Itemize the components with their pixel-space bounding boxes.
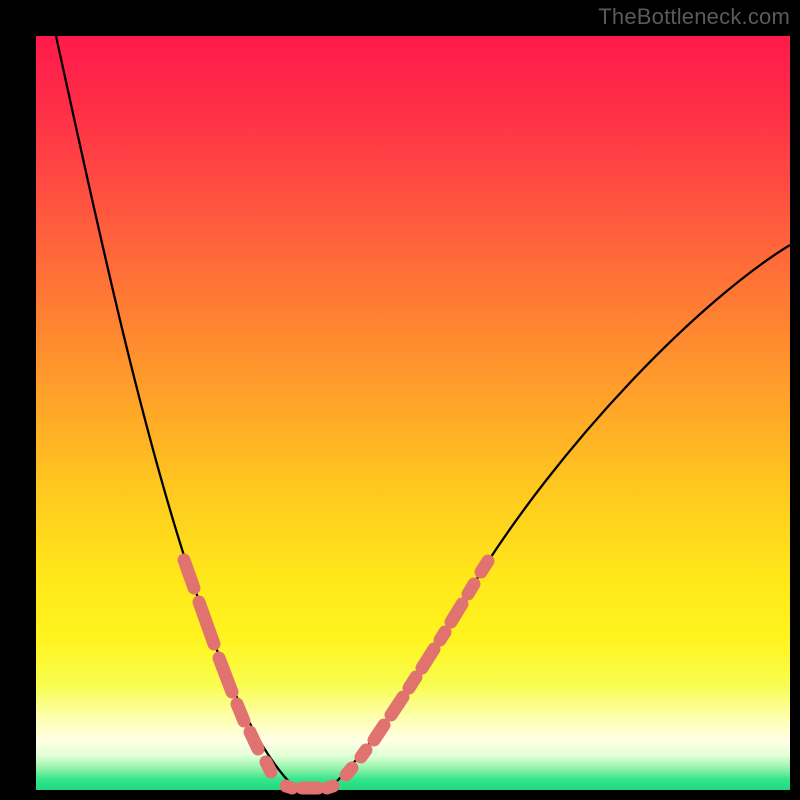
dash-segment	[266, 762, 271, 772]
dash-segment	[409, 677, 416, 688]
dash-segment	[440, 632, 445, 640]
watermark-text: TheBottleneck.com	[598, 4, 790, 30]
bottleneck-chart	[0, 0, 800, 800]
dash-segment	[481, 561, 488, 572]
dash-segment	[237, 704, 244, 721]
dash-segment	[361, 750, 366, 757]
dash-segment	[286, 786, 292, 788]
chart-container: TheBottleneck.com	[0, 0, 800, 800]
dash-segment	[374, 725, 384, 740]
dash-segment	[250, 732, 258, 749]
dash-segment	[346, 768, 352, 775]
dash-segment	[468, 584, 474, 594]
dash-segment	[327, 786, 333, 788]
